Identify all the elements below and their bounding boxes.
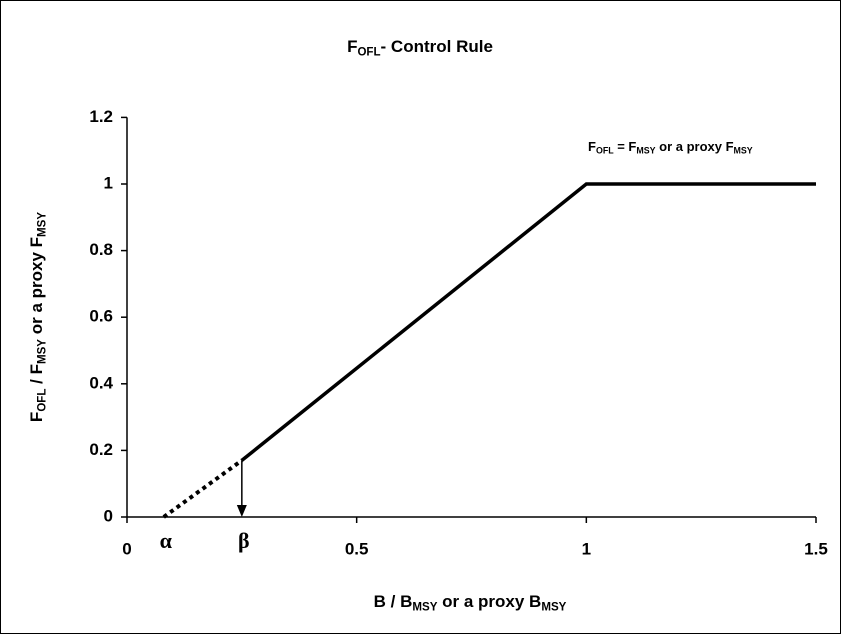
- y-tick-label: 0.2: [89, 440, 113, 459]
- y-tick-label: 0.6: [89, 307, 113, 326]
- y-tick-label: 0.8: [89, 240, 113, 259]
- x-tick-label: 0: [122, 539, 131, 558]
- y-axis-label-part: / F: [27, 364, 46, 389]
- y-axis-label-part: or a proxy F: [27, 237, 46, 339]
- y-axis-label-sub: MSY: [36, 339, 48, 364]
- annotation-sub: MSY: [734, 146, 753, 156]
- annotation-sub: OFL: [596, 146, 614, 156]
- y-tick-label: 0: [104, 506, 113, 525]
- chart-title-sub: OFL: [357, 46, 380, 58]
- y-axis-label-part: F: [27, 412, 46, 422]
- y-tick-label: 1.2: [89, 107, 113, 126]
- annotation-part: = F: [614, 139, 637, 154]
- point-label: β: [238, 528, 250, 553]
- chart-title-part: F: [347, 37, 357, 56]
- arrow-head: [236, 505, 247, 517]
- x-axis-label-part: or a proxy B: [437, 592, 541, 611]
- x-tick-label: 0.5: [345, 539, 369, 558]
- y-axis-label-sub: MSY: [36, 212, 48, 237]
- annotation-part: or a proxy F: [656, 139, 734, 154]
- chart-title: FOFL- Control Rule: [347, 37, 493, 58]
- x-tick-label: 1.5: [804, 539, 828, 558]
- y-axis-label-sub: OFL: [36, 389, 48, 412]
- y-tick-label: 0.4: [89, 373, 113, 392]
- x-axis-label-part: B / B: [374, 592, 413, 611]
- annotation: FOFL = FMSY or a proxy FMSY: [588, 139, 753, 155]
- x-axis-label: B / BMSY or a proxy BMSY: [374, 592, 567, 613]
- line-dotted: [162, 458, 244, 519]
- line-solid: [240, 182, 816, 462]
- point-label: α: [160, 528, 173, 553]
- chart-title-part: - Control Rule: [381, 37, 493, 56]
- x-tick-label: 1: [582, 539, 591, 558]
- y-tick-label: 1: [104, 173, 113, 192]
- annotation-part: F: [588, 139, 596, 154]
- annotation-sub: MSY: [636, 146, 655, 156]
- x-axis-label-sub: MSY: [412, 601, 437, 613]
- y-axis-label: FOFL / FMSY or a proxy FMSY: [27, 212, 48, 422]
- x-axis-label-sub: MSY: [541, 601, 566, 613]
